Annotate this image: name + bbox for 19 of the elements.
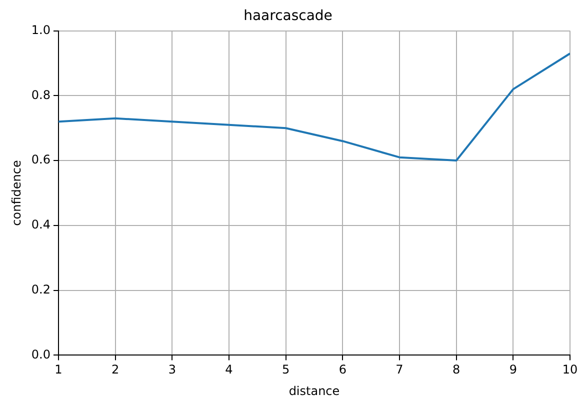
y-tick-label: 0.8 [31,88,50,102]
y-axis-title: confidence [9,160,24,226]
x-tick-label: 9 [509,362,517,377]
x-tick-label: 3 [168,362,176,377]
x-tick-label: 2 [112,362,120,377]
y-tick-label: 0.2 [31,282,50,296]
x-tick-label: 10 [562,362,578,377]
x-tick-label: 8 [452,362,460,377]
x-tick-label: 1 [54,362,62,377]
x-tick-label: 5 [282,362,290,377]
y-tick-label: 0.4 [31,218,50,232]
chart-title: haarcascade [244,8,332,24]
x-tick-label: 7 [396,362,404,377]
y-tick-label: 0.6 [31,152,50,167]
x-tick-label: 4 [225,362,233,377]
x-tick-label: 6 [338,362,346,377]
x-axis-title: distance [288,384,340,398]
y-tick-label: 1.0 [31,22,50,37]
y-tick-label: 0.0 [31,347,50,362]
